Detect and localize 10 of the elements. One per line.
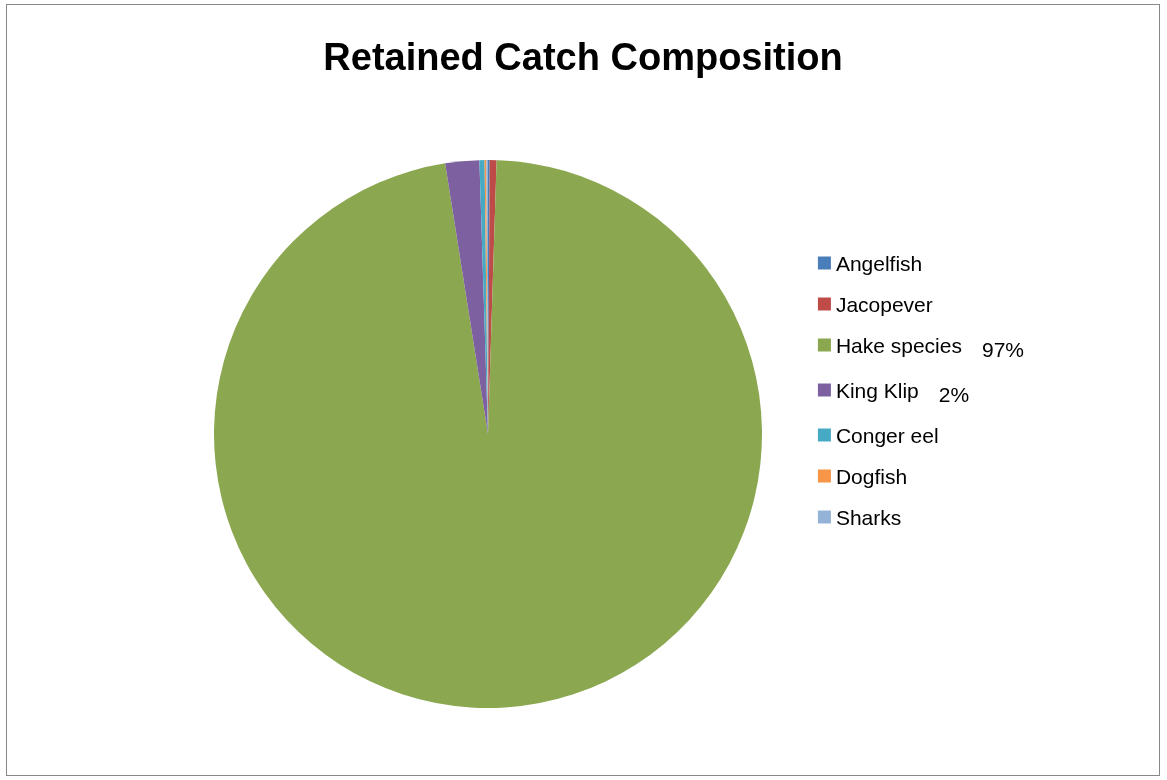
legend-label: Hake species [835,333,962,357]
data-label: 97% [981,337,1024,361]
data-label: 2% [938,382,970,406]
chart-title: Retained Catch Composition [323,36,843,78]
legend-label: Conger eel [835,423,939,447]
legend-label: Dogfish [835,464,908,488]
legend-label: Jacopever [835,292,933,316]
legend-label: King Klip [835,378,919,402]
legend-label: Sharks [835,505,902,529]
legend-label: Angelfish [835,251,923,275]
